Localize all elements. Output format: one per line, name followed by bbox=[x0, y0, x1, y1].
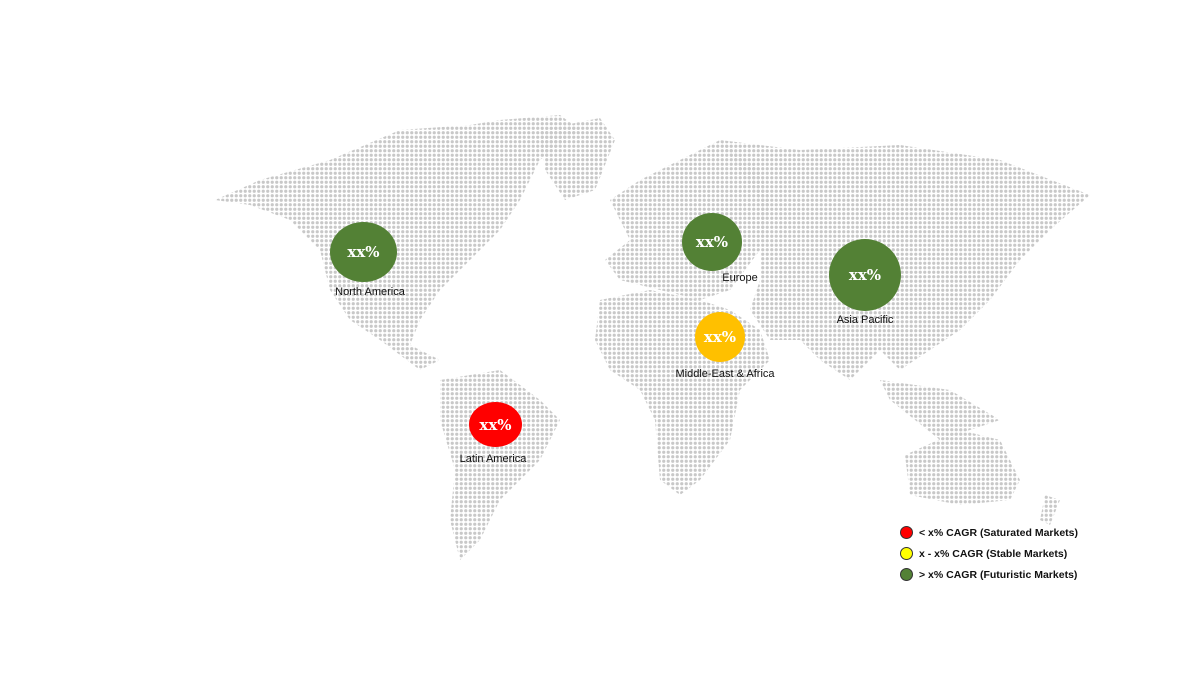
new-zealand-landmass bbox=[1040, 495, 1060, 525]
south-america-landmass bbox=[440, 370, 560, 560]
legend-item-stable: x - x% CAGR (Stable Markets) bbox=[900, 543, 1078, 564]
legend-item-saturated: < x% CAGR (Saturated Markets) bbox=[900, 522, 1078, 543]
middle-east-africa-bubble: xx% bbox=[695, 312, 745, 362]
north-america-bubble: xx% bbox=[330, 222, 397, 282]
europe-bubble: xx% bbox=[682, 213, 742, 271]
latin-america-bubble: xx% bbox=[469, 402, 522, 447]
asia-pacific-bubble: xx% bbox=[829, 239, 901, 311]
asia-pacific-label: Asia Pacific bbox=[836, 314, 894, 326]
asia-landmass bbox=[720, 140, 1090, 380]
middle-east-africa-label: Middle-East & Africa bbox=[675, 368, 775, 380]
north-america-label: North America bbox=[335, 286, 405, 298]
greenland-landmass bbox=[540, 118, 615, 200]
north-america-landmass bbox=[215, 115, 580, 370]
australia-landmass bbox=[905, 430, 1020, 505]
red-dot-icon bbox=[900, 526, 913, 539]
yellow-dot-icon bbox=[900, 547, 913, 560]
africa-landmass bbox=[595, 290, 770, 495]
southeast-asia-islands bbox=[880, 380, 1000, 440]
legend-item-futuristic: > x% CAGR (Futuristic Markets) bbox=[900, 564, 1078, 585]
legend: < x% CAGR (Saturated Markets) x - x% CAG… bbox=[900, 522, 1078, 585]
europe-label: Europe bbox=[722, 272, 758, 284]
green-dot-icon bbox=[900, 568, 913, 581]
latin-america-label: Latin America bbox=[459, 453, 527, 465]
